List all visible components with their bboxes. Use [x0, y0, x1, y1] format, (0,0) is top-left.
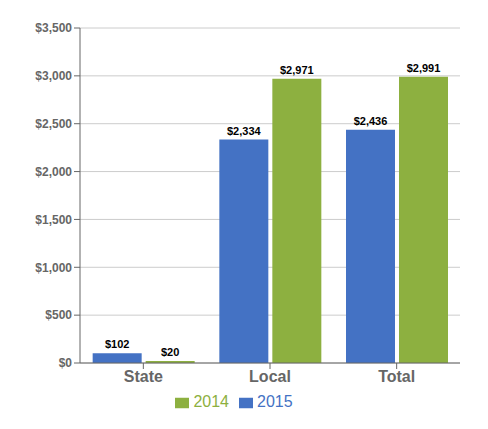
svg-text:$2,500: $2,500: [35, 117, 72, 131]
svg-text:$0: $0: [59, 356, 73, 370]
svg-text:$2,334: $2,334: [227, 125, 262, 137]
svg-text:$3,500: $3,500: [35, 21, 72, 35]
svg-text:Total: Total: [378, 368, 415, 385]
svg-text:Local: Local: [249, 368, 291, 385]
html-text:2014: 2014: [193, 393, 229, 410]
svg-text:$20: $20: [161, 346, 179, 358]
svg-text:$2,991: $2,991: [407, 62, 441, 74]
html-text:2015: 2015: [257, 393, 293, 410]
svg-text:$500: $500: [45, 308, 72, 322]
svg-text:$102: $102: [105, 338, 129, 350]
svg-text:$2,000: $2,000: [35, 165, 72, 179]
svg-text:State: State: [124, 368, 163, 385]
svg-text:$2,971: $2,971: [280, 64, 314, 76]
svg-text:$3,000: $3,000: [35, 69, 72, 83]
svg-text:$1,500: $1,500: [35, 213, 72, 227]
svg-text:$2,436: $2,436: [354, 115, 388, 127]
svg-text:$1,000: $1,000: [35, 261, 72, 275]
